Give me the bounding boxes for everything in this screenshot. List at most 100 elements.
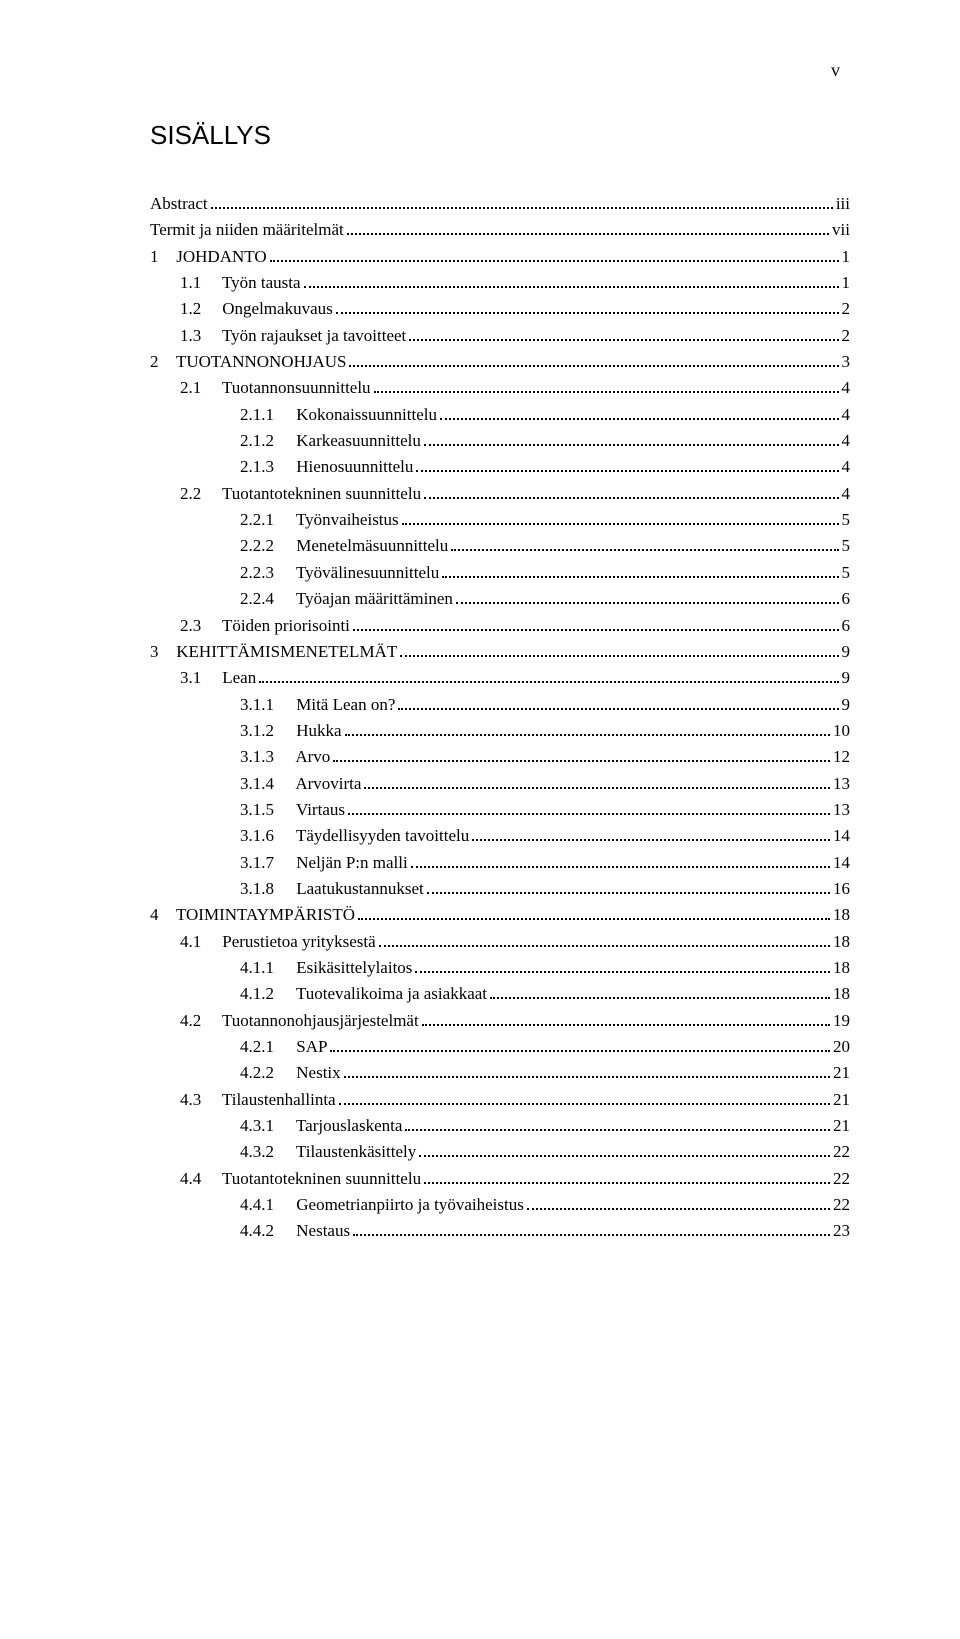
toc-entry: 4.3.2 Tilaustenkäsittely22 [150,1139,850,1165]
toc-entry-label: 2.2.3 Työvälinesuunnittelu [240,560,439,586]
toc-entry-label: 3.1.8 Laatukustannukset [240,876,424,902]
toc-entry-number: 3.1.3 [240,744,292,770]
toc-leader-dots [374,391,839,393]
toc-leader-dots [379,945,830,947]
toc-leader-dots [415,971,830,973]
toc-leader-dots [422,1024,830,1026]
toc-entry-label: 4.2.1 SAP [240,1034,327,1060]
toc-entry-label: 4.3.1 Tarjouslaskenta [240,1113,402,1139]
toc-entry-title: Tilaustenkäsittely [296,1142,416,1161]
toc-leader-dots [402,523,839,525]
toc-entry-title: Neljän P:n malli [296,853,407,872]
toc-entry: 2.2.1 Työnvaiheistus5 [150,507,850,533]
toc-leader-dots [456,602,839,604]
toc-entry-label: 3.1.3 Arvo [240,744,330,770]
toc-leader-dots [424,444,839,446]
toc-entry-label: 1 JOHDANTO [150,244,267,270]
toc-entry-page: 10 [833,718,850,744]
toc-entry-number: 2.1.3 [240,454,292,480]
toc-entry-label: 3.1 Lean [180,665,256,691]
toc-entry-title: Tuotannonsuunnittelu [222,378,371,397]
toc-entry-title: Termit ja niiden määritelmät [150,220,344,239]
toc-leader-dots [333,760,830,762]
toc-entry-page: 23 [833,1218,850,1244]
toc-entry-title: Työn tausta [222,273,301,292]
toc-entry-number: 2.1.1 [240,402,292,428]
toc-entry: 2.1.3 Hienosuunnittelu 4 [150,454,850,480]
toc-entry-label: 2.3 Töiden priorisointi [180,613,350,639]
toc-entry-number: 2.1.2 [240,428,292,454]
toc-entry-label: 2.1.2 Karkeasuunnittelu [240,428,421,454]
toc-entry-page: 2 [842,296,851,322]
toc-entry: 3.1.4 Arvovirta 13 [150,771,850,797]
toc-leader-dots [424,497,838,499]
toc-entry-page: 20 [833,1034,850,1060]
toc-entry-title: Hienosuunnittelu [296,457,413,476]
toc-leader-dots [364,787,830,789]
toc-entry-title: Tuotantotekninen suunnittelu [222,484,421,503]
toc-entry-number: 4.3.2 [240,1139,292,1165]
toc-entry-label: 3.1.6 Täydellisyyden tavoittelu [240,823,469,849]
toc-entry-title: TUOTANNONOHJAUS [176,352,347,371]
toc-entry-page: 14 [833,823,850,849]
toc-leader-dots [451,549,838,551]
toc-entry-title: Tuotantotekninen suunnittelu [222,1169,421,1188]
toc-entry-title: TOIMINTAYMPÄRISTÖ [176,905,355,924]
toc-entry-page: 5 [842,507,851,533]
page-number: v [831,60,840,81]
toc-entry: 4.4.1 Geometrianpiirto ja työvaiheistus2… [150,1192,850,1218]
toc-entry-title: Menetelmäsuunnittelu [296,536,448,555]
toc-entry-title: Kokonaissuunnittelu [296,405,437,424]
toc-entry-label: 4.3.2 Tilaustenkäsittely [240,1139,416,1165]
toc-entry-page: 18 [833,929,850,955]
toc-leader-dots [353,1234,830,1236]
toc-entry-page: 6 [842,586,851,612]
toc-entry-title: Täydellisyyden tavoittelu [296,826,469,845]
toc-entry-label: 3.1.2 Hukka [240,718,342,744]
toc-entry-title: Arvo [295,747,330,766]
toc-entry-number: 3.1.7 [240,850,292,876]
toc-entry-title: Hukka [296,721,341,740]
toc-entry-label: 1.1 Työn tausta [180,270,301,296]
toc-entry-label: Abstract [150,191,208,217]
toc-entry: 3.1 Lean 9 [150,665,850,691]
toc-entry-title: Tuotannonohjausjärjestelmät [222,1011,419,1030]
toc-entry-title: Geometrianpiirto ja työvaiheistus [296,1195,524,1214]
toc-entry-page: 1 [842,270,851,296]
toc-entry-page: 4 [842,454,851,480]
toc-entry-page: 22 [833,1192,850,1218]
toc-entry: 3.1.7 Neljän P:n malli14 [150,850,850,876]
toc-entry-label: 4.2 Tuotannonohjausjärjestelmät [180,1008,419,1034]
toc-entry-number: 3.1.6 [240,823,292,849]
toc-leader-dots [398,708,838,710]
toc-entry-page: 13 [833,771,850,797]
toc-entry-number: 4.3 [180,1087,218,1113]
toc-entry: 1.3 Työn rajaukset ja tavoitteet2 [150,323,850,349]
toc-entry: 4.1 Perustietoa yrityksestä18 [150,929,850,955]
toc-leader-dots [330,1050,830,1052]
toc-entry: 3.1.5 Virtaus13 [150,797,850,823]
toc-entry-label: Termit ja niiden määritelmät [150,217,344,243]
toc-entry-page: 18 [833,981,850,1007]
toc-entry: Abstractiii [150,191,850,217]
toc-leader-dots [490,997,830,999]
toc-entry-number: 3.1.2 [240,718,292,744]
toc-entry-page: 12 [833,744,850,770]
toc-entry-page: 22 [833,1166,850,1192]
toc-entry-number: 4.1.1 [240,955,292,981]
toc-leader-dots [411,866,830,868]
toc-entry: 3.1.8 Laatukustannukset16 [150,876,850,902]
toc-entry-number: 2.2 [180,481,218,507]
table-of-contents: AbstractiiiTermit ja niiden määritelmätv… [150,191,850,1245]
toc-entry-label: 3.1.4 Arvovirta [240,771,361,797]
toc-leader-dots [339,1103,830,1105]
toc-entry-label: 2.1.3 Hienosuunnittelu [240,454,413,480]
toc-leader-dots [409,339,838,341]
toc-leader-dots [440,418,839,420]
toc-entry-title: Tilaustenhallinta [222,1090,336,1109]
toc-entry-page: 9 [842,665,851,691]
toc-entry-page: 1 [842,244,851,270]
toc-entry-number: 2.1 [180,375,218,401]
toc-entry-number: 1 [150,244,172,270]
toc-entry-number: 3.1.1 [240,692,292,718]
